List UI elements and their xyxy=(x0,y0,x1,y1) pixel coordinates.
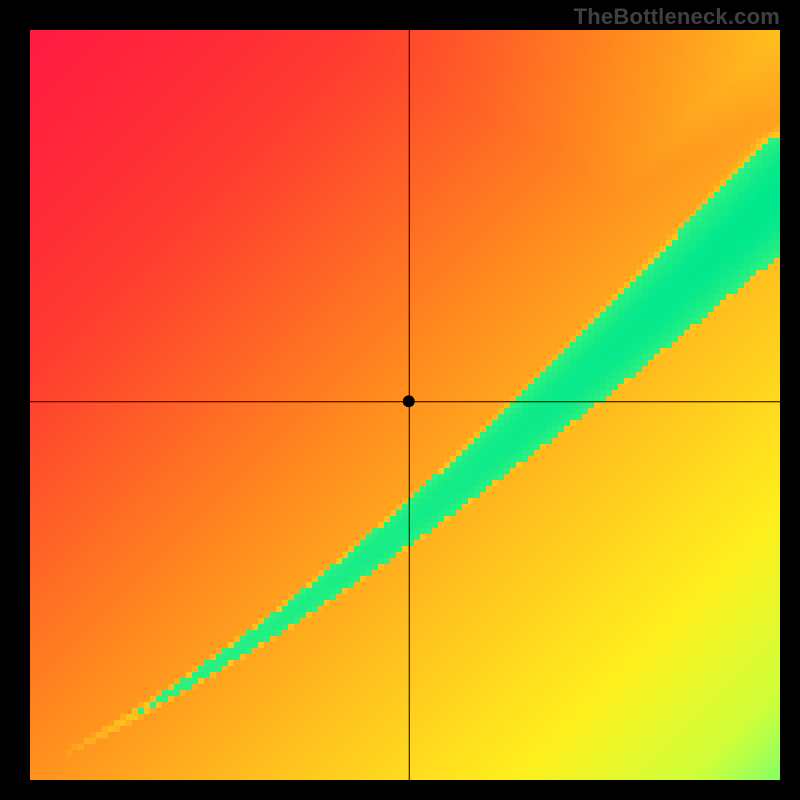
heatmap-canvas xyxy=(0,0,800,800)
watermark-text: TheBottleneck.com xyxy=(574,4,780,30)
chart-container: TheBottleneck.com xyxy=(0,0,800,800)
